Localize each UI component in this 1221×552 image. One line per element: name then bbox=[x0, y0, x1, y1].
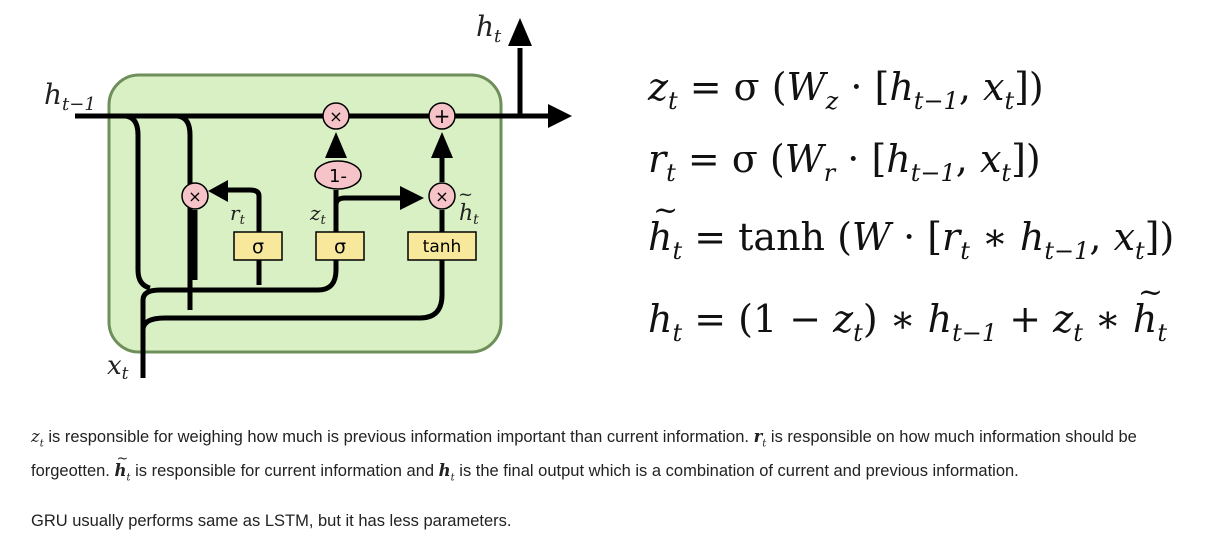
equation-update-gate: zt = σ (Wz · [ht−1, xt]) bbox=[648, 65, 1044, 115]
op-multiply-1: × bbox=[181, 182, 209, 210]
arrow-to-add bbox=[431, 132, 453, 158]
equation-hidden-state: ht = (1 − zt) ∗ ht−1 + zt ∗ ht bbox=[648, 278, 1167, 345]
z-symbol: z bbox=[31, 427, 40, 446]
summary-paragraph: GRU usually performs same as LSTM, but i… bbox=[31, 512, 512, 530]
r-symbol: r bbox=[753, 427, 763, 446]
op-multiply-2-label: × bbox=[329, 107, 342, 126]
label-x-in: xt bbox=[107, 351, 129, 384]
hidden-state-line bbox=[75, 48, 548, 119]
label-h-tilde-mark: ~ bbox=[458, 184, 473, 205]
label-h-out: ht bbox=[476, 10, 502, 47]
op-one-minus-label: 1- bbox=[329, 166, 347, 187]
description-paragraph: zt is responsible for weighing how much … bbox=[31, 423, 1216, 492]
label-r-gate: rt bbox=[230, 201, 246, 228]
h-tilde-symbol: h bbox=[114, 446, 128, 484]
label-h-prev: ht−1 bbox=[44, 78, 96, 115]
arrow-to-mul1 bbox=[208, 180, 228, 202]
sigma-box-reset: σ bbox=[233, 231, 283, 261]
op-multiply-3-label: × bbox=[435, 187, 448, 206]
op-one-minus: 1- bbox=[314, 160, 362, 190]
op-add-label: + bbox=[434, 104, 451, 128]
output-arrow-up bbox=[508, 18, 532, 46]
gru-cell bbox=[107, 73, 503, 354]
sigma-box-update-label: σ bbox=[334, 236, 346, 258]
label-h-tilde: ht bbox=[459, 201, 479, 228]
sigma-box-update: σ bbox=[315, 231, 365, 261]
gru-diagram: × × × + 1- σ σ tanh ht−1 ht xt rt zt ht … bbox=[44, 10, 572, 384]
output-arrow-right bbox=[548, 104, 572, 128]
op-multiply-3: × bbox=[428, 182, 456, 210]
arrow-to-one-minus bbox=[325, 132, 347, 158]
label-z-gate: zt bbox=[309, 201, 327, 228]
op-add: + bbox=[428, 102, 456, 130]
tanh-box: tanh bbox=[407, 231, 477, 261]
op-multiply-1-label: × bbox=[188, 187, 201, 206]
sigma-box-reset-label: σ bbox=[252, 236, 264, 258]
tanh-box-label: tanh bbox=[423, 237, 462, 257]
arrow-to-mul3 bbox=[400, 186, 424, 210]
equation-reset-gate: rt = σ (Wr · [ht−1, xt]) bbox=[648, 137, 1041, 187]
h-symbol: h bbox=[438, 461, 451, 481]
op-multiply-2: × bbox=[322, 102, 350, 130]
equation-candidate: ht = tanh (W · [rt ∗ ht−1, xt]) bbox=[648, 196, 1174, 263]
